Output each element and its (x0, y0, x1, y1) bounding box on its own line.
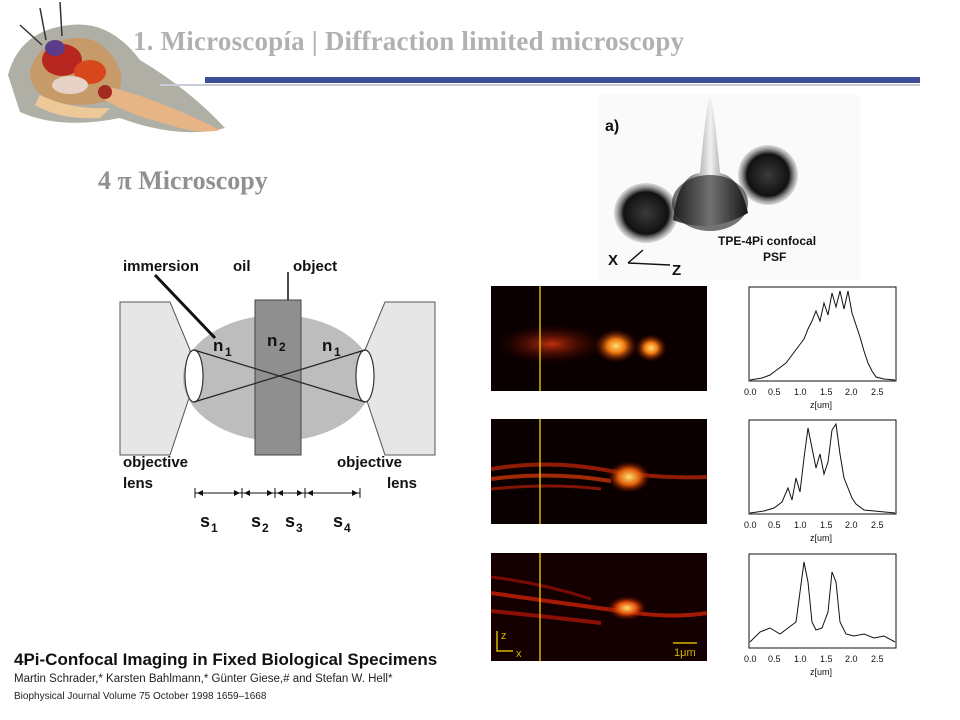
image-axis-z: z (501, 630, 507, 642)
label-s1: s (200, 511, 210, 531)
label-s2: s (251, 511, 261, 531)
label-s3-sub: 3 (296, 521, 303, 535)
label-s4-sub: 4 (344, 521, 351, 535)
svg-text:0.5: 0.5 (768, 520, 781, 530)
psf-caption-line2: PSF (763, 250, 786, 264)
label-lens-left: lens (123, 475, 153, 492)
label-n2-sub: 2 (279, 340, 286, 354)
section-heading: 4 π Microscopy (98, 166, 268, 195)
plot-tick-5: 2.5 (871, 654, 884, 664)
svg-text:2.5: 2.5 (871, 520, 884, 530)
label-n1-right: n (322, 336, 332, 355)
svg-text:1.5: 1.5 (820, 387, 833, 397)
slide-title: 1. Microscopía | Diffraction limited mic… (133, 26, 685, 56)
plot-tick-0: 0.0 (744, 654, 757, 664)
label-object: object (293, 258, 337, 275)
plot-tick-1: 0.5 (768, 654, 781, 664)
label-s4: s (333, 511, 343, 531)
label-immersion: immersion (123, 258, 199, 275)
svg-text:0.5: 0.5 (768, 387, 781, 397)
label-n2: n (267, 331, 277, 350)
profile-plot-2: 0.0 0.5 1.0 1.5 2.0 2.5 z[um] (742, 418, 902, 548)
plot-tick-2: 1.0 (794, 654, 807, 664)
label-s3: s (285, 511, 295, 531)
title-rule-shadow (160, 84, 920, 86)
confocal-image-1 (491, 286, 707, 391)
svg-text:2.0: 2.0 (845, 520, 858, 530)
svg-text:2.0: 2.0 (845, 387, 858, 397)
label-s2-sub: 2 (262, 521, 269, 535)
image-axis-x: x (516, 648, 522, 660)
svg-text:z[um]: z[um] (810, 400, 832, 410)
psf-axis-x: X (608, 252, 618, 269)
svg-text:2.5: 2.5 (871, 387, 884, 397)
image-scale-bar: 1μm (674, 647, 696, 659)
psf-panel-letter: a) (605, 118, 619, 135)
label-s1-sub: 1 (211, 521, 218, 535)
title-rule (205, 77, 920, 83)
logo-illustration (0, 0, 240, 150)
confocal-image-2 (491, 419, 707, 524)
psf-axis-z: Z (672, 262, 681, 279)
profile-plot-1: 0.0 0.5 1.0 1.5 2.0 2.5 z[um] (742, 285, 902, 415)
svg-text:0.0: 0.0 (744, 520, 757, 530)
label-oil: oil (233, 258, 251, 275)
plot-tick-3: 1.5 (820, 654, 833, 664)
plot-tick-4: 2.0 (845, 654, 858, 664)
label-n1-right-sub: 1 (334, 345, 341, 359)
fourpi-diagram: immersion oil object n 1 n 2 n 1 objecti… (115, 250, 445, 540)
psf-panel: a) TPE-4Pi confocal PSF X Z (598, 95, 860, 280)
svg-text:1.5: 1.5 (820, 520, 833, 530)
citation-authors: Martin Schrader,* Karsten Bahlmann,* Gün… (14, 673, 393, 685)
svg-text:1.0: 1.0 (794, 520, 807, 530)
label-lens-right: lens (387, 475, 417, 492)
svg-text:0.0: 0.0 (744, 387, 757, 397)
label-n1-left: n (213, 336, 223, 355)
svg-text:1.0: 1.0 (794, 387, 807, 397)
label-objective-right: objective (337, 454, 402, 471)
plot-xlabel: z[um] (810, 667, 832, 677)
profile-plot-3: 0.0 0.5 1.0 1.5 2.0 2.5 z[um] (742, 552, 902, 682)
citation-title: 4Pi-Confocal Imaging in Fixed Biological… (14, 650, 438, 669)
psf-caption-line1: TPE-4Pi confocal (718, 234, 816, 248)
svg-text:z[um]: z[um] (810, 533, 832, 543)
confocal-image-3: z x 1μm (491, 553, 707, 661)
citation-journal: Biophysical Journal Volume 75 October 19… (14, 691, 267, 702)
label-n1-left-sub: 1 (225, 345, 232, 359)
label-objective-left: objective (123, 454, 188, 471)
